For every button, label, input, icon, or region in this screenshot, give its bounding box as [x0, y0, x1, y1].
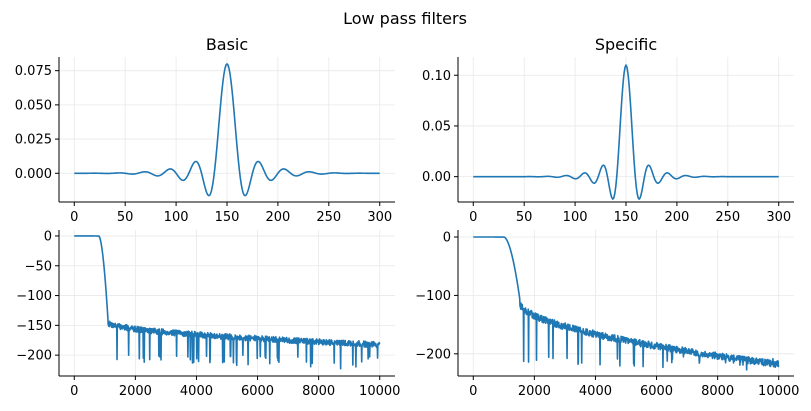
basic-response-grid: [59, 230, 395, 376]
y-tick-label-4: −200: [16, 349, 52, 364]
basic-impulse-grid: [59, 57, 395, 202]
specific-impulse-ticks: 0 50 100 150 200 250 300 0.00 0.05 0.10: [422, 69, 791, 225]
figure-title: Low pass filters: [343, 9, 467, 28]
y-tick-label-0: 0: [443, 231, 451, 246]
x-tick-label-0: 0: [70, 210, 78, 225]
x-tick-label-0: 0: [469, 384, 477, 399]
x-tick-label-3: 6000: [241, 384, 274, 399]
x-tick-label-0: 0: [469, 210, 477, 225]
basic-impulse-ticks: 0 50 100 150 200 250 300 0.000 0.025 0.050 0.075: [15, 64, 392, 225]
y-tick-label-3: −150: [16, 319, 52, 334]
x-tick-label-4: 8000: [701, 384, 734, 399]
basic-response-ticks: 0 2000 4000 6000 8000 10000 0 −50 −100 −150 −200: [16, 229, 400, 399]
x-tick-label-2: 4000: [180, 384, 213, 399]
x-tick-label-3: 150: [215, 210, 240, 225]
y-tick-label-1: 0.05: [422, 119, 451, 134]
x-tick-label-0: 0: [70, 384, 78, 399]
y-tick-label-2: 0.10: [422, 69, 451, 84]
basic-response-axes: [58, 230, 395, 377]
y-tick-label-1: −50: [25, 259, 52, 274]
specific-impulse-series: [473, 64, 779, 200]
y-tick-label-0: 0.000: [15, 167, 52, 182]
x-tick-label-1: 2000: [119, 384, 152, 399]
x-tick-label-4: 8000: [302, 384, 335, 399]
x-tick-label-2: 4000: [579, 384, 612, 399]
specific-response-ticks: 0 2000 4000 6000 8000 10000 0 −100 −200: [415, 231, 799, 399]
specific-impulse-grid: [458, 57, 794, 202]
basic-response-series: [73, 235, 381, 370]
x-tick-label-1: 50: [516, 210, 533, 225]
specific-response-series: [472, 236, 780, 371]
x-tick-label-5: 250: [316, 210, 341, 225]
x-tick-label-5: 10000: [359, 384, 400, 399]
y-tick-label-1: 0.025: [15, 133, 52, 148]
series-line-0: [472, 236, 780, 371]
y-tick-label-3: 0.075: [15, 64, 52, 79]
specific-response-grid: [458, 230, 794, 376]
x-tick-label-5: 10000: [758, 384, 799, 399]
series-line-0: [473, 64, 779, 200]
basic-impulse-plot: Basic 0 50 100 150 200 250 3000.0000.0250.0500…: [15, 35, 395, 225]
x-tick-label-3: 150: [614, 210, 639, 225]
x-tick-label-6: 300: [367, 210, 392, 225]
specific-response-plot: 0 2000 4000 6000 8000 10000 0 −100 −200: [415, 230, 799, 399]
x-tick-label-4: 200: [265, 210, 290, 225]
x-tick-label-1: 2000: [518, 384, 551, 399]
y-tick-label-2: 0.050: [15, 98, 52, 113]
series-line-0: [73, 235, 381, 370]
x-tick-label-6: 300: [766, 210, 791, 225]
specific-title: Specific: [595, 35, 657, 54]
specific-response-axes: [457, 230, 794, 377]
y-tick-label-0: 0: [44, 229, 52, 244]
y-tick-label-2: −100: [16, 289, 52, 304]
basic-title: Basic: [206, 35, 248, 54]
x-tick-label-4: 200: [664, 210, 689, 225]
y-tick-label-1: −100: [415, 289, 451, 304]
x-tick-label-3: 6000: [640, 384, 673, 399]
x-tick-label-1: 50: [117, 210, 134, 225]
y-tick-label-2: −200: [415, 347, 451, 362]
basic-impulse-series: [74, 63, 380, 197]
y-tick-label-0: 0.00: [422, 170, 451, 185]
x-tick-label-5: 250: [715, 210, 740, 225]
x-tick-label-2: 100: [164, 210, 189, 225]
x-tick-label-2: 100: [563, 210, 588, 225]
series-line-0: [74, 63, 380, 197]
specific-impulse-plot: Specific 0 50 100 150 200 250 300 0.00 0.05 0.10: [422, 35, 794, 225]
basic-response-plot: 0 2000 4000 6000 8000 10000 0 −50 −100 −150 −200: [16, 229, 400, 399]
